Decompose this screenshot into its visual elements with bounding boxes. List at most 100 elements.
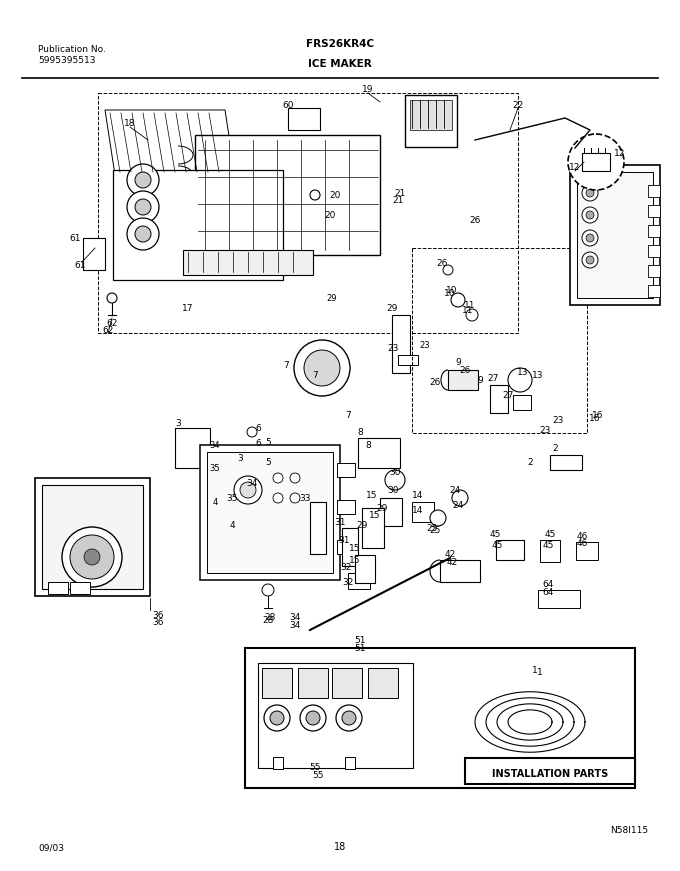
Text: 1: 1 (532, 665, 538, 674)
Text: 10: 10 (444, 288, 456, 298)
Circle shape (582, 185, 598, 201)
Bar (648, 205, 660, 217)
Text: 4: 4 (212, 497, 218, 507)
Text: 9: 9 (477, 375, 483, 384)
Bar (550, 455, 582, 470)
Text: 60: 60 (282, 100, 294, 110)
Bar (42, 485, 143, 589)
Text: 45: 45 (544, 530, 556, 538)
Bar (490, 385, 508, 413)
Bar (496, 540, 524, 560)
Text: 20: 20 (324, 211, 336, 219)
Circle shape (461, 371, 475, 385)
Circle shape (135, 226, 151, 242)
Text: 21: 21 (392, 195, 404, 205)
Circle shape (452, 490, 468, 506)
Text: 5: 5 (265, 437, 271, 447)
Text: 23: 23 (539, 426, 551, 435)
Bar (412, 502, 434, 522)
Circle shape (273, 473, 283, 483)
Bar (345, 757, 355, 769)
Text: 62: 62 (106, 319, 118, 327)
Bar (648, 245, 660, 257)
Text: 3: 3 (237, 454, 243, 463)
Text: 14: 14 (412, 490, 424, 499)
Text: 5995395513: 5995395513 (38, 56, 95, 65)
Circle shape (264, 705, 290, 731)
Text: N58I115: N58I115 (610, 826, 648, 835)
Bar (48, 582, 68, 594)
Text: 23: 23 (552, 415, 564, 424)
Text: 61: 61 (69, 233, 81, 242)
Circle shape (342, 711, 356, 725)
Text: 36: 36 (152, 611, 164, 619)
Circle shape (127, 164, 159, 196)
Text: 6: 6 (255, 423, 261, 433)
Bar (98, 93, 518, 333)
Text: 64: 64 (543, 579, 554, 589)
Bar (582, 153, 610, 171)
Text: 7: 7 (312, 370, 318, 380)
Bar (355, 555, 375, 583)
Bar (398, 355, 418, 365)
Text: 34: 34 (246, 478, 258, 488)
Circle shape (135, 172, 151, 188)
Text: FRS26KR4C: FRS26KR4C (306, 39, 374, 49)
Circle shape (304, 350, 340, 386)
Text: 19: 19 (362, 85, 374, 94)
Bar (577, 172, 653, 298)
Text: 25: 25 (426, 523, 438, 532)
Text: 15: 15 (350, 556, 361, 564)
Text: 17: 17 (182, 303, 194, 313)
Circle shape (385, 470, 405, 490)
Bar (405, 95, 457, 147)
Text: 13: 13 (532, 370, 544, 380)
Text: 27: 27 (503, 390, 513, 400)
Text: 46: 46 (577, 538, 588, 548)
Text: 26: 26 (429, 377, 441, 387)
Text: INSTALLATION PARTS: INSTALLATION PARTS (492, 769, 608, 779)
Circle shape (443, 265, 453, 275)
Text: 24: 24 (449, 485, 460, 495)
Text: 23: 23 (420, 341, 430, 349)
Text: 5: 5 (265, 457, 271, 467)
Text: 26: 26 (459, 366, 471, 375)
Text: 30: 30 (387, 485, 398, 495)
Text: 35: 35 (209, 463, 220, 472)
Circle shape (70, 535, 114, 579)
Bar (342, 528, 358, 566)
Circle shape (62, 527, 122, 587)
Bar (538, 590, 580, 608)
Circle shape (234, 476, 262, 504)
Circle shape (310, 190, 320, 200)
Text: 25: 25 (429, 525, 441, 535)
Text: 15: 15 (369, 510, 381, 519)
Bar (258, 663, 413, 768)
Circle shape (84, 549, 100, 565)
Text: 55: 55 (312, 771, 324, 780)
Circle shape (586, 211, 594, 219)
Text: 29: 29 (327, 294, 337, 302)
Text: 62: 62 (102, 326, 114, 334)
Circle shape (586, 189, 594, 197)
Bar (195, 135, 380, 255)
Text: 34: 34 (289, 612, 301, 622)
Text: 15: 15 (350, 544, 361, 552)
Text: 29: 29 (376, 503, 388, 512)
Circle shape (127, 218, 159, 250)
Bar (410, 100, 452, 130)
Text: 20: 20 (329, 191, 341, 199)
Text: 24: 24 (452, 501, 464, 510)
Text: 15: 15 (367, 490, 378, 499)
Bar (70, 582, 90, 594)
Text: 10: 10 (446, 286, 458, 294)
Text: 7: 7 (283, 361, 289, 369)
Circle shape (586, 234, 594, 242)
Bar (448, 370, 478, 390)
Text: 13: 13 (517, 368, 529, 376)
Bar (273, 757, 283, 769)
Bar (570, 165, 660, 305)
Text: 1: 1 (537, 667, 543, 677)
Bar (392, 315, 410, 373)
Text: 21: 21 (394, 188, 406, 198)
